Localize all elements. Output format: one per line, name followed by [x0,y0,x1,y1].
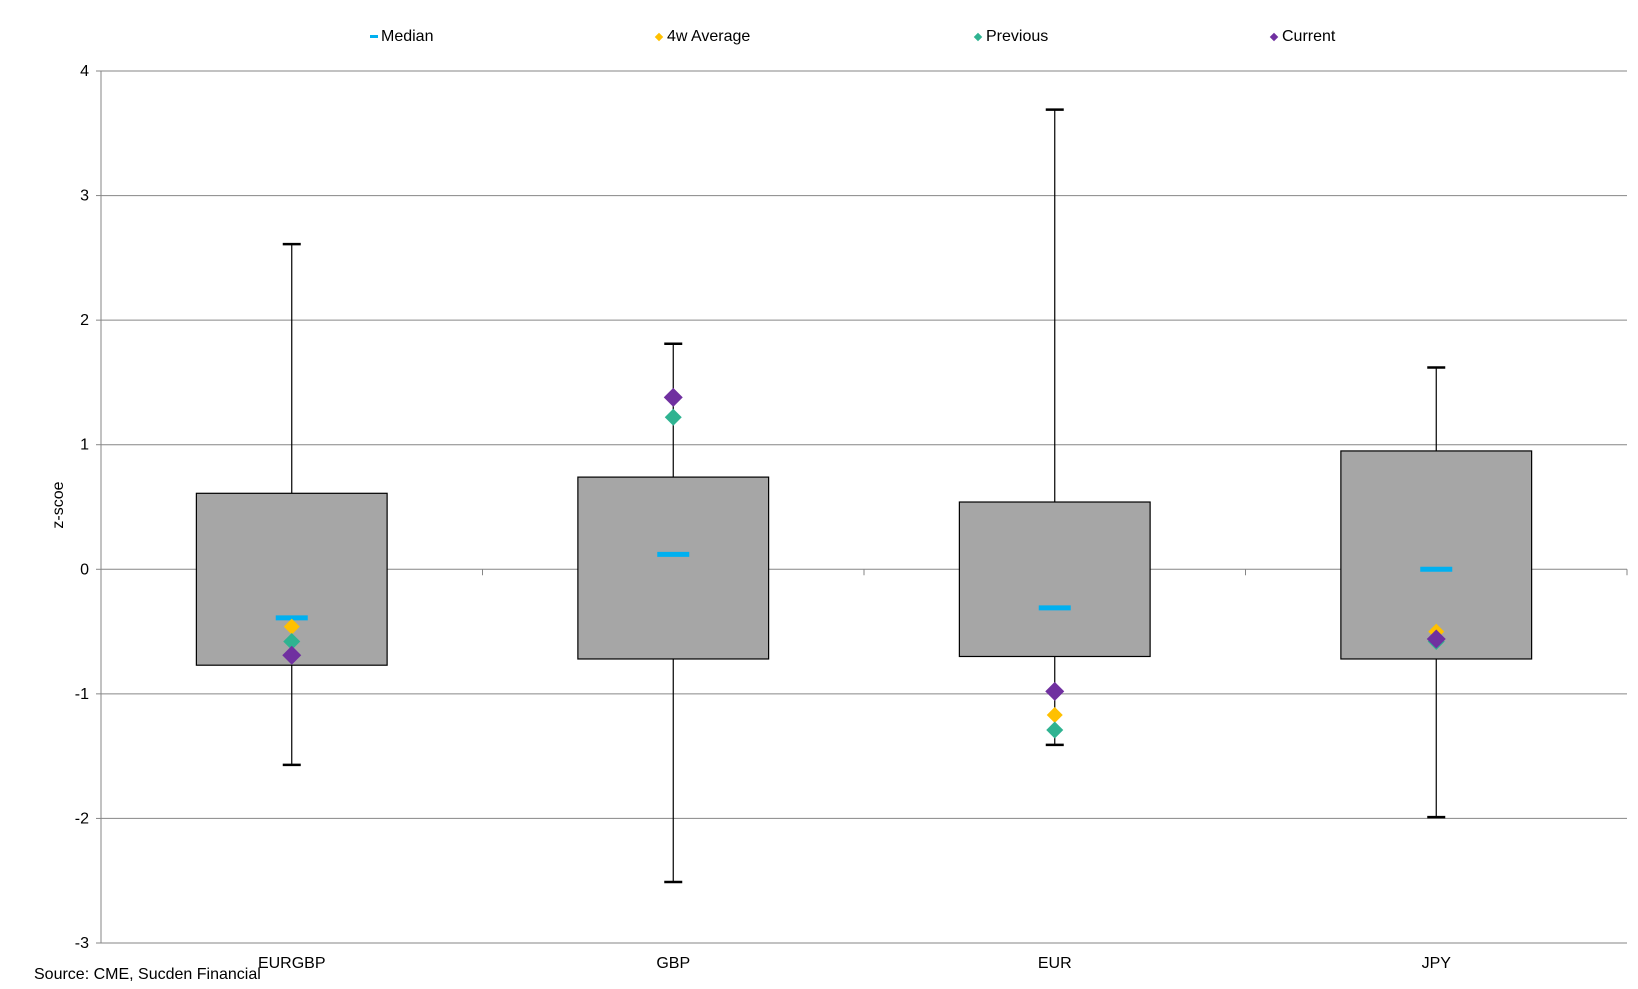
legend-item-median: Median [370,28,433,46]
legend-label-current: Current [1282,28,1336,45]
x-tick-label: GBP [656,955,690,972]
axes: 4 3 2 1 0 -1 -2 -3 EURGBP GBP EUR JPY [75,63,1628,972]
y-tick-label: -3 [75,935,89,952]
y-tick-label: 3 [80,188,89,205]
boxes [195,108,1533,884]
diamond-icon [1269,32,1279,42]
legend-label-previous: Previous [986,28,1049,45]
diamond-icon [973,32,983,42]
point-current [1045,681,1065,701]
point-current [663,387,683,407]
gridlines [101,70,1627,819]
diamond-icon [654,32,664,42]
y-tick-label: 0 [80,561,89,578]
y-tick-label: 1 [80,437,89,454]
point-previous [1046,721,1064,739]
point-previous [664,408,682,426]
point-4w-average [1046,707,1063,724]
legend-item-previous: Previous [973,28,1049,46]
x-tick-label: EUR [1038,955,1072,972]
legend-label-median: Median [381,28,434,45]
y-tick-label: 2 [80,312,89,329]
legend-item-current: Current [1269,28,1336,46]
legend-label-4w-average: 4w Average [667,28,751,45]
y-tick-label: 4 [80,63,89,80]
markers [275,387,1453,739]
x-tick-label: EURGBP [258,955,326,972]
point-previous [283,633,301,651]
source-note: Source: CME, Sucden Financial [34,966,261,983]
y-tick-label: -1 [75,686,89,703]
box-gbp [577,476,770,660]
x-tick-label: JPY [1422,955,1452,972]
median-marker-icon [370,35,378,39]
y-axis-label: z-scoe [50,481,67,528]
legend-item-4w-average: 4w Average [654,28,751,46]
point-current [1426,629,1446,649]
point-4w-average [283,618,300,635]
legend: Median 4w Average Previous Current [0,28,1638,52]
point-current [282,645,302,665]
box-eur [958,501,1151,658]
y-tick-label: -2 [75,810,89,827]
